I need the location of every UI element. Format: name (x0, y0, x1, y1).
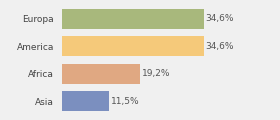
Text: 34,6%: 34,6% (205, 42, 234, 51)
Text: 19,2%: 19,2% (142, 69, 171, 78)
Bar (62, 9, 204, 29)
Text: 34,6%: 34,6% (205, 14, 234, 23)
Bar (62, 64, 141, 84)
Bar (62, 36, 204, 56)
Text: 11,5%: 11,5% (111, 97, 139, 106)
Bar (62, 91, 109, 111)
